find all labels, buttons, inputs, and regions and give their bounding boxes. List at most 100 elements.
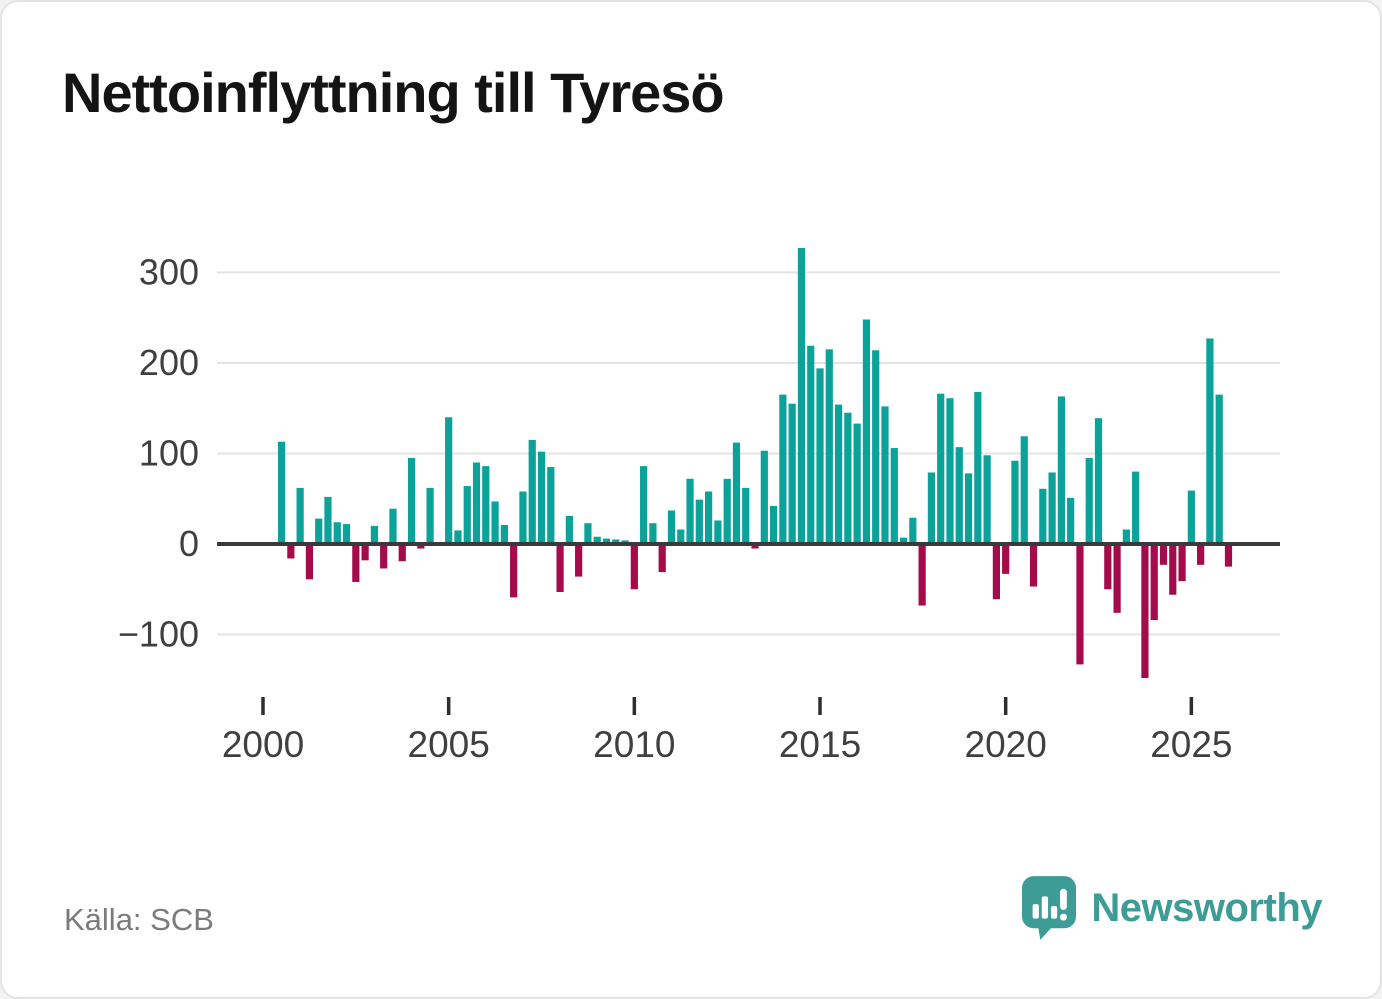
- bar-chart-exclamation-icon: [1022, 876, 1077, 940]
- bar-2000-Q4: [287, 544, 295, 559]
- bar-2023-Q1: [1113, 544, 1121, 613]
- bar-2020-Q4: [1029, 544, 1038, 587]
- bar-2022-Q1: [1076, 544, 1084, 665]
- bar-2018-Q3: [946, 398, 954, 544]
- x-axis-label: 2010: [593, 724, 675, 765]
- x-axis-label: 2025: [1150, 724, 1232, 765]
- bar-2016-Q4: [881, 406, 889, 544]
- bar-2011-Q1: [667, 510, 676, 544]
- bar-2014-Q1: [779, 394, 787, 544]
- bar-2002-Q4: [361, 544, 369, 561]
- bar-2014-Q2: [788, 403, 796, 544]
- bar-2011-Q4: [695, 499, 703, 544]
- bar-2024-Q3: [1169, 544, 1177, 595]
- x-axis-label: 2015: [779, 724, 861, 765]
- bar-2020-Q1: [1002, 544, 1010, 574]
- bar-2019-Q4: [992, 544, 1000, 600]
- bar-2007-Q4: [547, 467, 555, 544]
- y-axis-label: 0: [179, 523, 199, 564]
- bar-2009-Q3: [612, 539, 620, 544]
- bar-2002-Q3: [352, 544, 360, 583]
- y-axis-label: 300: [139, 251, 199, 292]
- bar-2006-Q2: [491, 501, 499, 544]
- y-axis-label: 200: [139, 342, 199, 383]
- bar-2014-Q3: [797, 247, 806, 544]
- bar-2023-Q2: [1122, 529, 1130, 544]
- bar-2008-Q4: [584, 523, 592, 544]
- bar-2003-Q2: [380, 544, 388, 569]
- bar-2020-Q2: [1011, 460, 1019, 544]
- bar-2001-Q1: [296, 487, 304, 544]
- bar-2015-Q3: [834, 404, 843, 544]
- bar-2007-Q2: [528, 439, 536, 544]
- bar-2015-Q4: [844, 412, 852, 544]
- bar-2003-Q3: [389, 508, 397, 544]
- bar-2011-Q3: [686, 478, 694, 544]
- bar-2023-Q3: [1132, 471, 1140, 544]
- bar-2025-Q2: [1197, 544, 1205, 565]
- bar-2018-Q2: [937, 393, 945, 544]
- bar-2018-Q1: [927, 472, 936, 544]
- bar-2010-Q4: [658, 544, 666, 573]
- bar-2023-Q4: [1141, 544, 1149, 678]
- bar-2007-Q3: [537, 451, 546, 544]
- bar-2021-Q4: [1067, 497, 1075, 544]
- newsworthy-wordmark: Newsworthy: [1091, 885, 1322, 930]
- bar-2025-Q4: [1215, 394, 1223, 544]
- bar-2024-Q1: [1150, 544, 1158, 621]
- bar-2009-Q1: [593, 536, 601, 544]
- bar-2017-Q1: [890, 448, 898, 544]
- bar-2019-Q2: [974, 391, 982, 544]
- bar-2006-Q4: [510, 544, 518, 598]
- bar-2018-Q4: [955, 447, 963, 544]
- bar-2005-Q2: [454, 530, 462, 544]
- bar-2004-Q1: [407, 458, 416, 544]
- bar-2007-Q1: [519, 491, 527, 544]
- bar-2000-Q3: [277, 441, 286, 544]
- bar-2013-Q4: [769, 505, 778, 544]
- bar-2005-Q3: [463, 486, 471, 544]
- bar-2015-Q2: [825, 349, 833, 544]
- source-note: Källa: SCB: [64, 902, 214, 937]
- bar-2008-Q2: [565, 515, 573, 544]
- bar-2024-Q2: [1159, 544, 1168, 565]
- bar-2012-Q4: [732, 442, 741, 544]
- bar-2005-Q4: [472, 462, 481, 544]
- bar-2011-Q2: [677, 529, 685, 544]
- bar-2026-Q1: [1224, 544, 1233, 567]
- bar-2024-Q4: [1178, 544, 1186, 582]
- bar-2008-Q3: [575, 544, 583, 577]
- x-axis-label: 2000: [222, 724, 304, 765]
- bar-2010-Q3: [649, 523, 657, 544]
- bar-2010-Q2: [640, 466, 648, 544]
- bar-2004-Q3: [426, 487, 434, 544]
- bar-2020-Q3: [1020, 436, 1028, 544]
- bar-2004-Q2: [417, 544, 425, 549]
- bar-2001-Q4: [324, 496, 332, 544]
- bar-2022-Q4: [1104, 544, 1112, 590]
- bar-2005-Q1: [445, 417, 453, 544]
- bar-2017-Q2: [899, 537, 908, 544]
- bar-2025-Q1: [1187, 490, 1195, 544]
- bar-2010-Q1: [630, 544, 638, 590]
- bar-2021-Q2: [1048, 472, 1056, 544]
- bar-2025-Q3: [1206, 338, 1214, 544]
- newsworthy-brand: Newsworthy: [1022, 876, 1322, 940]
- bar-2003-Q4: [398, 544, 406, 562]
- bar-2022-Q3: [1094, 418, 1103, 544]
- bar-2015-Q1: [816, 368, 824, 544]
- bar-2019-Q3: [983, 455, 991, 544]
- bar-2012-Q2: [714, 520, 722, 544]
- bar-2021-Q1: [1039, 488, 1047, 544]
- bar-2014-Q4: [807, 345, 815, 544]
- bar-2008-Q1: [556, 544, 564, 592]
- x-axis-label: 2005: [408, 724, 490, 765]
- bar-2012-Q1: [705, 491, 713, 544]
- bar-2006-Q1: [482, 466, 490, 544]
- bar-2016-Q2: [862, 319, 871, 544]
- page-title: Nettoinflyttning till Tyresö: [62, 61, 725, 124]
- bar-2016-Q3: [872, 350, 880, 544]
- bar-2009-Q2: [602, 538, 611, 544]
